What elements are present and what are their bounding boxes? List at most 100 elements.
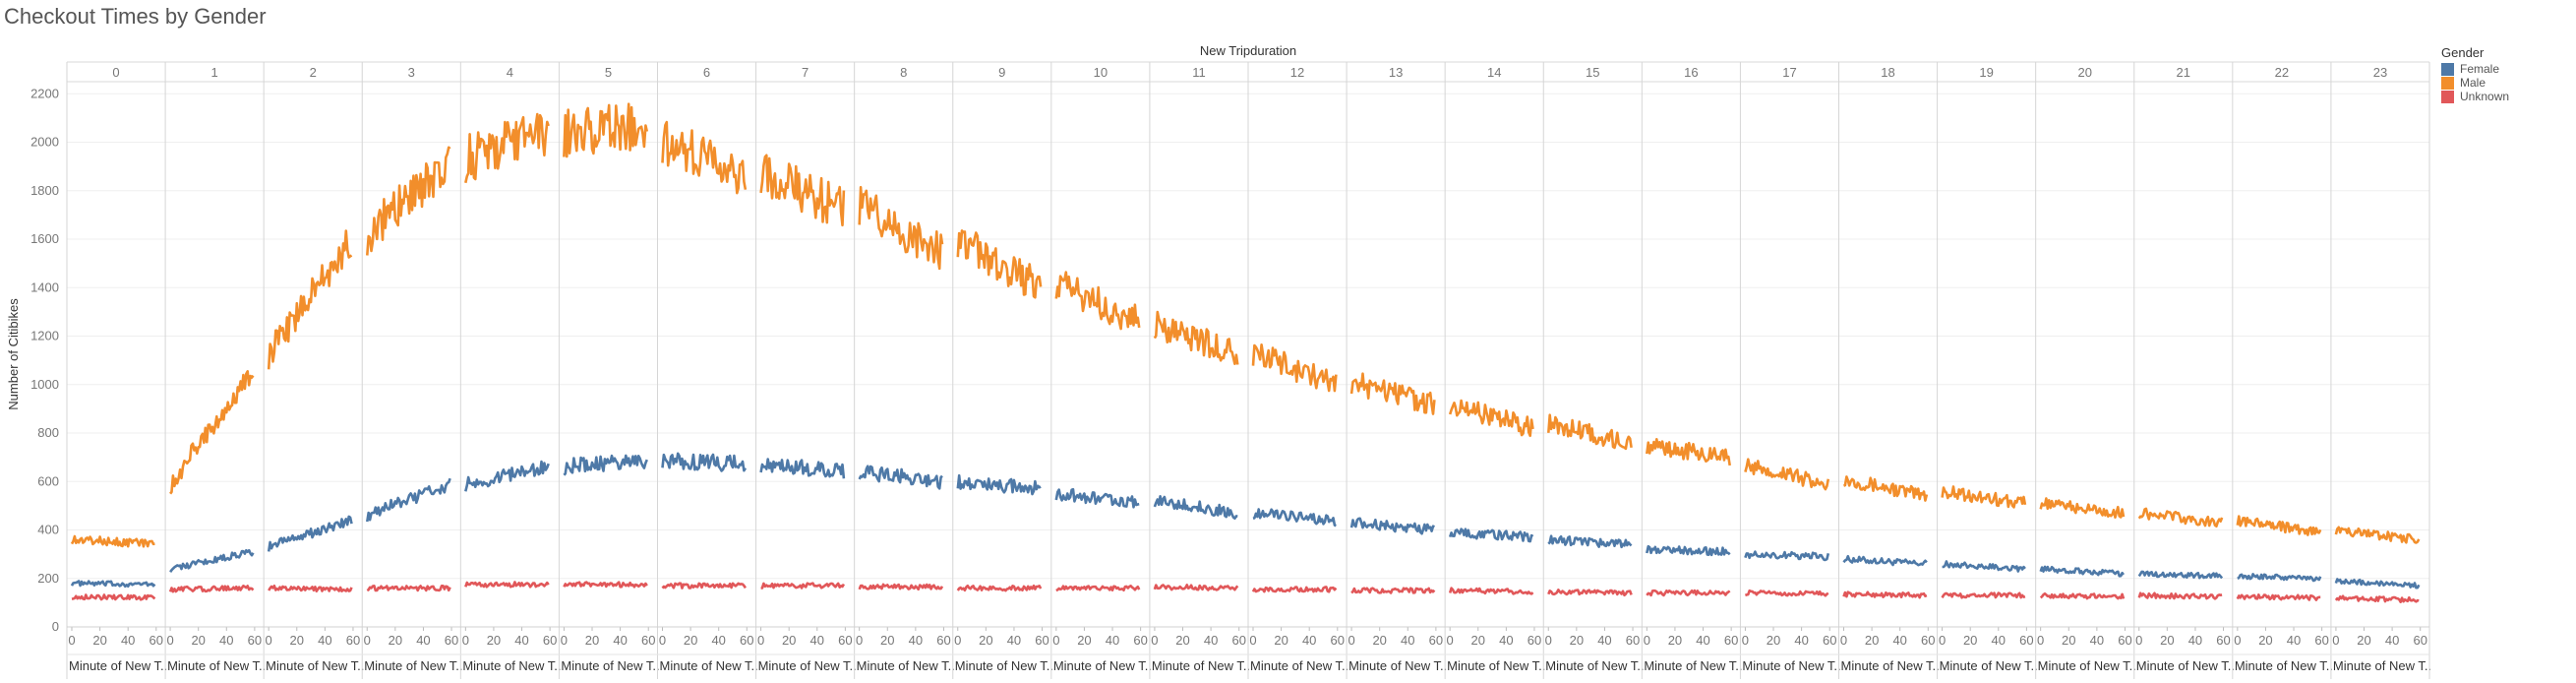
panel-header-label: 20 (2077, 65, 2091, 80)
x-tick-label: 60 (1133, 633, 1147, 648)
x-tick-label: 0 (659, 633, 666, 648)
y-tick-label: 1600 (30, 231, 59, 246)
panel-header-label: 19 (1979, 65, 1993, 80)
series-line-male (1251, 343, 1338, 393)
panel-header-label: 10 (1094, 65, 1108, 80)
x-tick-label: 20 (2357, 633, 2370, 648)
series-line-male (1646, 438, 1731, 466)
x-tick-label: 0 (1545, 633, 1552, 648)
series-line-male (2334, 526, 2421, 544)
series-line-male (1842, 475, 1929, 502)
series-line-unknown (2334, 594, 2420, 603)
series-line-male (956, 229, 1043, 299)
x-tick-label: 0 (1052, 633, 1059, 648)
x-axis-title: Minute of New T.. (69, 658, 167, 673)
x-tick-label: 0 (1151, 633, 1158, 648)
series-line-unknown (760, 582, 846, 590)
series-line-female (661, 452, 748, 472)
x-axis-title: Minute of New T.. (1152, 658, 1250, 673)
x-tick-label: 20 (1274, 633, 1288, 648)
x-tick-label: 60 (2118, 633, 2131, 648)
x-tick-label: 60 (1231, 633, 1245, 648)
x-tick-label: 60 (2413, 633, 2426, 648)
panel-header-label: 1 (211, 65, 218, 80)
series-line-female (858, 465, 943, 490)
x-tick-label: 60 (346, 633, 360, 648)
series-line-unknown (1744, 589, 1829, 597)
x-tick-label: 40 (1302, 633, 1316, 648)
series-line-unknown (858, 583, 944, 591)
panel-header-label: 5 (605, 65, 612, 80)
x-tick-label: 20 (1865, 633, 1879, 648)
series-line-female (1153, 495, 1238, 520)
panel-header-label: 0 (112, 65, 119, 80)
chart-svg: New Tripduration020040060080010001200140… (6, 43, 2431, 679)
series-line-female (563, 454, 648, 476)
series-line-female (267, 515, 353, 552)
x-tick-label: 60 (150, 633, 163, 648)
x-tick-label: 0 (462, 633, 469, 648)
series-line-female (1744, 550, 1830, 562)
x-axis-title: Minute of New T.. (1545, 658, 1644, 673)
series-line-unknown (168, 585, 255, 593)
y-tick-label: 400 (37, 523, 59, 537)
x-tick-label: 40 (1597, 633, 1611, 648)
x-axis-title: Minute of New T.. (1447, 658, 1545, 673)
series-line-unknown (1547, 589, 1633, 597)
x-tick-label: 0 (1249, 633, 1256, 648)
x-tick-label: 0 (757, 633, 764, 648)
series-line-unknown (1842, 590, 1928, 599)
panel-header-label: 12 (1290, 65, 1304, 80)
x-tick-label: 20 (2062, 633, 2075, 648)
x-tick-label: 60 (2019, 633, 2033, 648)
series-line-female (2237, 573, 2322, 583)
x-tick-label: 20 (1471, 633, 1485, 648)
x-tick-label: 20 (1570, 633, 1584, 648)
panel-header-label: 9 (998, 65, 1005, 80)
legend-item-male[interactable]: Male (2441, 76, 2509, 90)
series-line-unknown (2039, 591, 2126, 600)
x-tick-label: 20 (487, 633, 501, 648)
x-tick-label: 40 (1499, 633, 1513, 648)
y-tick-label: 1800 (30, 183, 59, 198)
series-line-female (1842, 554, 1928, 567)
panel-header-label: 16 (1684, 65, 1698, 80)
series-line-male (169, 370, 255, 495)
x-tick-label: 20 (782, 633, 796, 648)
series-line-male (1054, 271, 1141, 331)
x-tick-label: 40 (2188, 633, 2202, 648)
x-tick-label: 60 (838, 633, 852, 648)
x-tick-label: 20 (979, 633, 992, 648)
legend: Gender Female Male Unknown (2441, 45, 2509, 103)
series-line-male (759, 154, 846, 227)
x-tick-label: 20 (684, 633, 697, 648)
x-tick-label: 20 (290, 633, 304, 648)
series-line-male (366, 146, 451, 256)
series-line-male (2039, 497, 2126, 519)
x-tick-label: 0 (2234, 633, 2241, 648)
legend-item-female[interactable]: Female (2441, 62, 2509, 76)
series-line-unknown (563, 581, 648, 589)
y-axis-title: Number of Citibikes (6, 298, 21, 410)
panel-header-label: 18 (1881, 65, 1894, 80)
x-tick-label: 60 (1331, 633, 1345, 648)
panel-header-label: 4 (507, 65, 513, 80)
legend-title: Gender (2441, 45, 2485, 60)
panel-header-label: 2 (310, 65, 317, 80)
x-tick-label: 40 (2385, 633, 2399, 648)
series-line-female (1252, 508, 1337, 528)
panel-header-label: 23 (2373, 65, 2387, 80)
x-tick-label: 40 (318, 633, 331, 648)
y-tick-label: 2200 (30, 86, 59, 100)
y-tick-label: 200 (37, 571, 59, 586)
series-line-male (1448, 399, 1534, 438)
x-tick-label: 60 (2314, 633, 2328, 648)
chart-title: Checkout Times by Gender (4, 4, 267, 29)
legend-item-unknown[interactable]: Unknown (2441, 90, 2509, 103)
series-line-unknown (1350, 587, 1436, 594)
x-tick-label: 0 (856, 633, 863, 648)
x-tick-label: 40 (1892, 633, 1906, 648)
x-tick-label: 40 (1106, 633, 1119, 648)
x-tick-label: 60 (2216, 633, 2230, 648)
x-tick-label: 60 (1626, 633, 1640, 648)
